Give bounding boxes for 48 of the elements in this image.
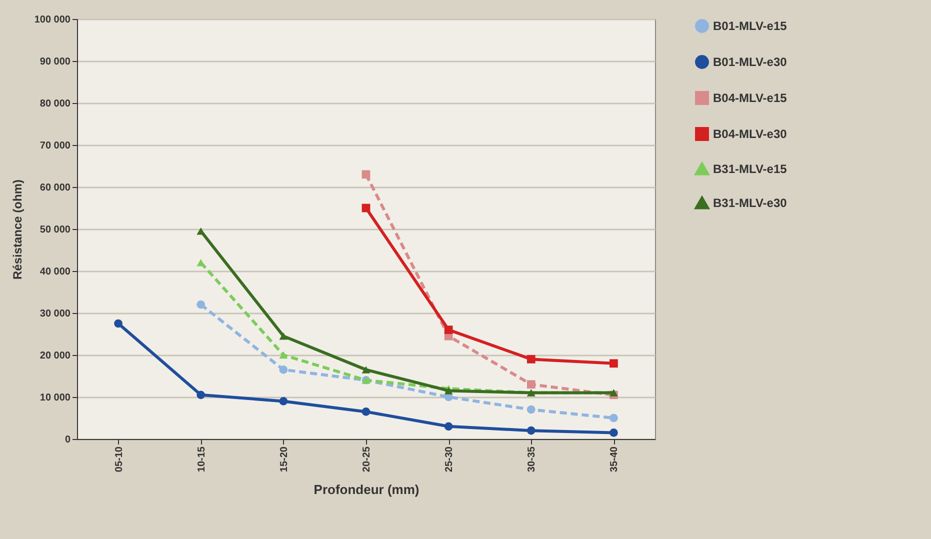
point xyxy=(444,326,453,334)
point xyxy=(444,422,453,431)
legend-label: B01-MLV-e30 xyxy=(713,55,788,69)
point xyxy=(196,227,206,235)
y-tick-label: 10 000 xyxy=(40,392,71,404)
legend-label: B01-MLV-e15 xyxy=(713,19,788,33)
point xyxy=(196,300,206,309)
point xyxy=(610,359,618,368)
point xyxy=(279,351,288,359)
y-tick-label: 100 000 xyxy=(34,14,71,26)
point xyxy=(279,397,288,406)
point xyxy=(362,366,370,374)
y-tick-label: 60 000 xyxy=(40,182,71,194)
point xyxy=(279,366,288,374)
legend-label: B04-MLV-e15 xyxy=(713,91,788,105)
y-tick-label: 30 000 xyxy=(40,308,71,320)
y-tick-label: 0 xyxy=(64,434,71,446)
point xyxy=(526,426,536,435)
y-tick-label: 20 000 xyxy=(40,350,71,362)
y-tick-label: 70 000 xyxy=(40,140,71,152)
y-axis-title: Résistance (ohm) xyxy=(10,179,24,280)
x-tick-label: 10-15 xyxy=(196,446,208,472)
y-tick-label: 40 000 xyxy=(40,266,71,278)
point xyxy=(279,332,288,340)
point xyxy=(362,408,370,416)
point xyxy=(526,380,536,389)
point xyxy=(610,428,618,437)
point xyxy=(526,405,536,414)
x-tick-label: 15-20 xyxy=(278,446,290,472)
legend-label: B31-MLV-e15 xyxy=(713,162,788,176)
x-axis-title: Profondeur (mm) xyxy=(314,482,420,498)
legend-label: B04-MLV-e30 xyxy=(713,127,788,141)
legend-label: B31-MLV-e30 xyxy=(713,196,788,210)
y-tick-label: 80 000 xyxy=(40,98,71,110)
x-tick-label: 25-30 xyxy=(444,446,456,472)
x-tick-label: 05-10 xyxy=(114,446,125,472)
point xyxy=(526,355,536,364)
point xyxy=(196,390,206,400)
x-tick-label: 35-40 xyxy=(609,446,620,472)
point xyxy=(114,319,122,328)
x-tick-label: 20-25 xyxy=(362,446,372,472)
y-tick-label: 90 000 xyxy=(40,56,71,68)
x-tick-label: 30-35 xyxy=(526,446,538,472)
point xyxy=(362,170,370,179)
point xyxy=(444,387,453,394)
point xyxy=(610,414,618,422)
y-tick-label: 50 000 xyxy=(40,224,71,236)
point xyxy=(362,204,370,212)
